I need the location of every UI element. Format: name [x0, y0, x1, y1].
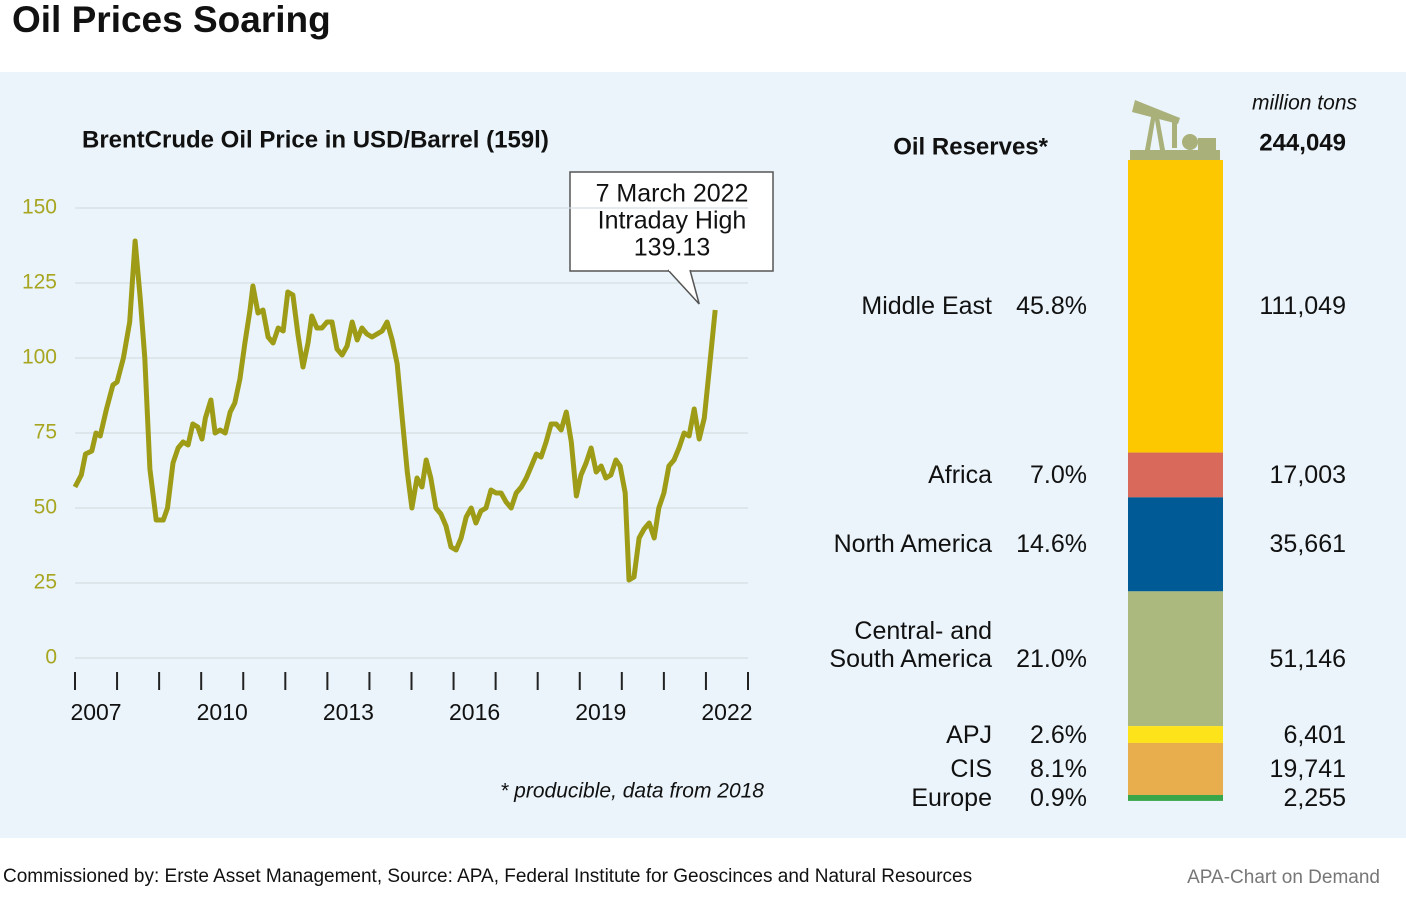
share-label: 21.0% — [1016, 644, 1087, 673]
value-label: 111,049 — [1259, 292, 1346, 321]
unit-label: million tons — [1252, 92, 1358, 115]
bar-segment — [1128, 452, 1223, 498]
pump-icon — [1130, 100, 1220, 160]
bar-segment — [1128, 794, 1223, 801]
total-label: 244,049 — [1259, 129, 1346, 156]
annotation-label: Intraday High — [598, 207, 747, 235]
value-label: 51,146 — [1269, 644, 1346, 673]
callout-tail — [667, 269, 700, 305]
category-label: Africa — [928, 460, 992, 489]
share-label: 2.6% — [1030, 720, 1087, 749]
y-tick-label: 100 — [22, 346, 57, 369]
source: Commissioned by: Erste Asset Management,… — [3, 866, 972, 887]
value-label: 35,661 — [1269, 530, 1346, 559]
share-label: 7.0% — [1030, 460, 1087, 489]
x-tick-label: 2013 — [323, 699, 374, 725]
value-label: 19,741 — [1269, 754, 1346, 783]
y-tick-label: 25 — [34, 571, 57, 594]
credit: APA-Chart on Demand — [1187, 867, 1380, 888]
share-label: 45.8% — [1016, 292, 1087, 321]
y-tick-label: 0 — [45, 646, 57, 669]
share-label: 14.6% — [1016, 530, 1087, 559]
category-label: APJ — [946, 720, 992, 749]
bar-segment — [1128, 497, 1223, 592]
annotation-value: 139.13 — [634, 234, 710, 262]
x-tick-label: 2007 — [70, 699, 121, 725]
category-label: Central- and South America — [829, 616, 992, 673]
value-label: 6,401 — [1283, 720, 1346, 749]
x-tick-label: 2022 — [701, 699, 752, 725]
share-label: 8.1% — [1030, 754, 1087, 783]
y-tick-label: 125 — [22, 271, 57, 294]
value-label: 2,255 — [1283, 783, 1346, 812]
footnote: * producible, data from 2018 — [500, 780, 764, 803]
category-label: North America — [833, 530, 992, 559]
callout-box — [569, 171, 774, 272]
value-label: 17,003 — [1269, 460, 1346, 489]
category-label: Middle East — [861, 292, 992, 321]
bar-segment — [1128, 742, 1223, 795]
y-tick-label: 50 — [34, 496, 57, 519]
x-tick-label: 2019 — [575, 699, 626, 725]
chart-title: BrentCrude Oil Price in USD/Barrel (159l… — [82, 126, 549, 153]
x-tick-label: 2016 — [449, 699, 500, 725]
share-label: 0.9% — [1030, 783, 1087, 812]
chart-title: Oil Reserves* — [893, 133, 1048, 160]
x-tick-label: 2010 — [197, 699, 248, 725]
y-tick-label: 75 — [34, 421, 57, 444]
bar-segment — [1128, 591, 1223, 727]
bar-segment — [1128, 160, 1223, 453]
category-label: CIS — [950, 754, 992, 783]
page-title: Oil Prices Soaring — [12, 0, 331, 40]
price-line — [72, 238, 718, 583]
y-tick-label: 150 — [22, 196, 57, 219]
bar-segment — [1128, 726, 1223, 743]
annotation-date: 7 March 2022 — [596, 180, 749, 208]
category-label: Europe — [911, 783, 992, 812]
